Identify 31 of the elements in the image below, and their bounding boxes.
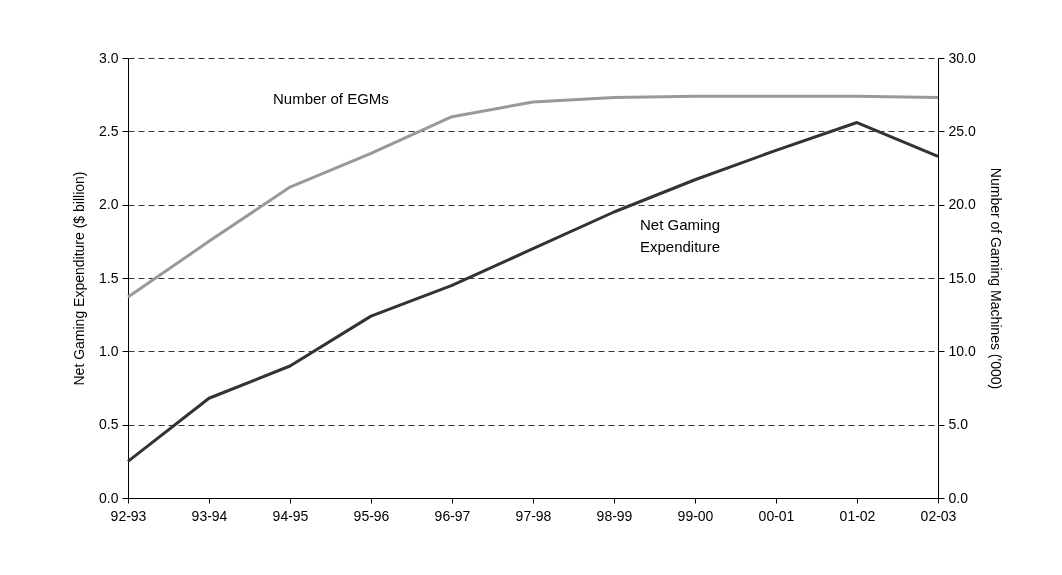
x-tick-label: 95-96 <box>353 507 390 524</box>
y2-tick-label: 25.0 <box>948 122 976 139</box>
x-tick-label: 97-98 <box>515 507 552 524</box>
series-label: Net Gaming Expenditure <box>640 216 721 255</box>
line-series <box>126 94 940 299</box>
x-tick-label: 96-97 <box>434 507 471 524</box>
x-tick-label: 98-99 <box>596 507 633 524</box>
y2-tick-label: 5.0 <box>948 416 969 433</box>
x-tick-label: 94-95 <box>272 507 309 524</box>
x-tick-label: 02-03 <box>920 507 957 524</box>
y-tick-label: 0.5 <box>99 416 119 433</box>
y2-tick-label: 15.0 <box>948 269 976 286</box>
line-series <box>126 121 940 463</box>
y-tick-label: 1.0 <box>99 342 119 359</box>
y-tick-label: 2.5 <box>99 122 119 139</box>
y-tick-label: 0.0 <box>99 489 119 506</box>
y2-tick-label: 30.0 <box>948 49 976 66</box>
y2-tick-label: 20.0 <box>948 196 976 213</box>
y2-tick-label: 0.0 <box>948 489 969 506</box>
y2-axis-title: Number of Gaming Machines ('000) <box>987 167 1004 390</box>
x-tick-label: 99-00 <box>677 507 714 524</box>
y-tick-label: 3.0 <box>99 49 119 66</box>
x-tick-label: 93-94 <box>191 507 228 524</box>
y2-tick-label: 10.0 <box>948 342 976 359</box>
y-axis-title: Net Gaming Expenditure ($ billion) <box>71 171 88 386</box>
y-tick-label: 1.5 <box>99 269 119 286</box>
text: Number of EGMs <box>273 90 389 107</box>
x-tick-label: 00-01 <box>758 507 795 524</box>
x-tick-label: 92-93 <box>110 507 147 524</box>
x-tick-label: 01-02 <box>839 507 876 524</box>
y-tick-label: 2.0 <box>99 196 119 213</box>
